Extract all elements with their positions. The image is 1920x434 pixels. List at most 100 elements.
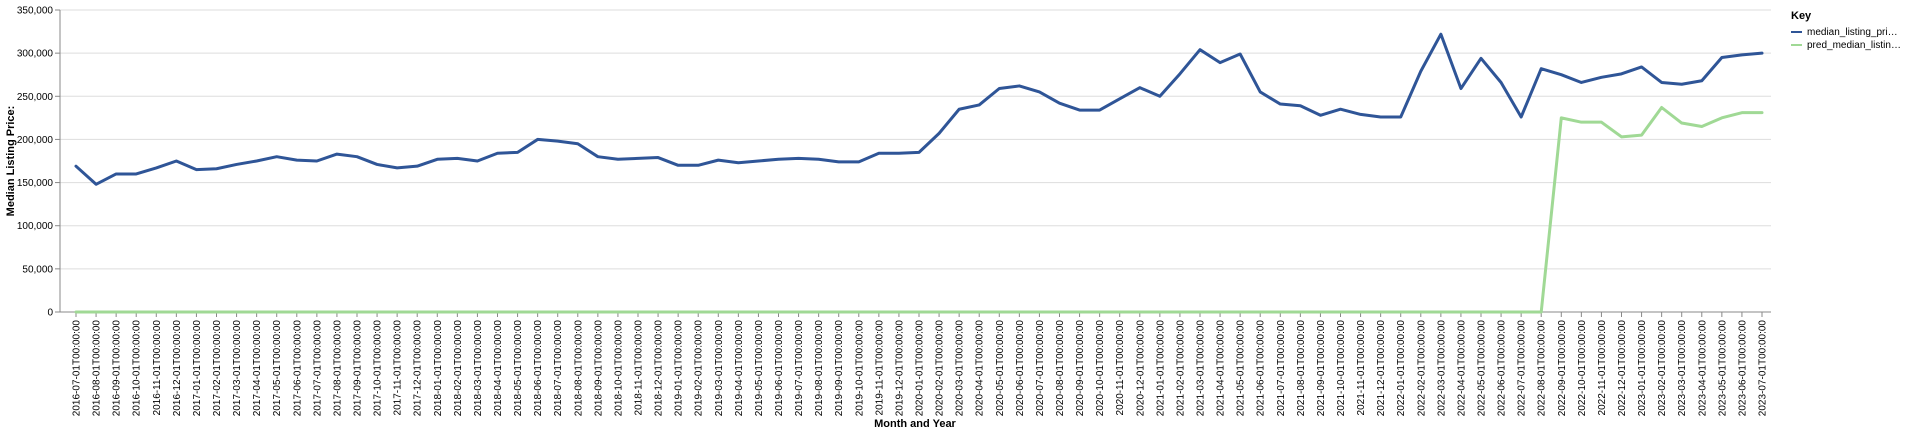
x-tick-label: 2021-01-01T00:00:00 [1155, 320, 1166, 417]
x-tick-label: 2020-10-01T00:00:00 [1095, 320, 1106, 417]
x-tick-label: 2022-08-01T00:00:00 [1537, 320, 1548, 417]
x-tick-label: 2021-03-01T00:00:00 [1196, 320, 1207, 417]
x-tick-label: 2017-08-01T00:00:00 [332, 320, 343, 417]
x-tick-label: 2017-11-01T00:00:00 [393, 320, 404, 416]
x-tick-label: 2018-08-01T00:00:00 [573, 320, 584, 417]
x-tick-label: 2016-11-01T00:00:00 [152, 320, 163, 416]
x-tick-label: 2019-02-01T00:00:00 [694, 320, 705, 417]
x-tick-label: 2022-11-01T00:00:00 [1597, 320, 1608, 416]
x-tick-label: 2020-05-01T00:00:00 [995, 320, 1006, 417]
x-tick-label: 2021-07-01T00:00:00 [1276, 320, 1287, 417]
x-tick-label: 2016-07-01T00:00:00 [72, 320, 83, 417]
x-tick-label: 2019-06-01T00:00:00 [774, 320, 785, 417]
x-tick-label: 2021-08-01T00:00:00 [1296, 320, 1307, 417]
x-tick-label: 2020-11-01T00:00:00 [1115, 320, 1126, 416]
legend: Key median_listing_pri… pred_median_list… [1791, 10, 1901, 51]
x-axis-ticks: 2016-07-01T00:00:00 2016-08-01T00:00:00 20… [72, 312, 1769, 416]
x-tick-label: 2020-01-01T00:00:00 [915, 320, 926, 417]
x-tick-label: 2020-07-01T00:00:00 [1035, 320, 1046, 417]
x-tick-label: 2023-01-01T00:00:00 [1637, 320, 1648, 417]
x-tick-label: 2021-02-01T00:00:00 [1175, 320, 1186, 417]
x-tick-label: 2021-12-01T00:00:00 [1376, 320, 1387, 417]
x-tick-label: 2017-03-01T00:00:00 [232, 320, 243, 417]
x-tick-label: 2021-05-01T00:00:00 [1236, 320, 1247, 417]
x-tick-label: 2019-12-01T00:00:00 [894, 320, 905, 417]
x-tick-label: 2017-06-01T00:00:00 [292, 320, 303, 417]
x-tick-label: 2021-09-01T00:00:00 [1316, 320, 1327, 417]
x-tick-label: 2018-10-01T00:00:00 [613, 320, 624, 417]
x-tick-label: 2017-02-01T00:00:00 [212, 320, 223, 417]
y-tick-label: 150,000 [17, 178, 54, 189]
grid-lines [60, 9, 1771, 313]
x-tick-label: 2022-05-01T00:00:00 [1477, 320, 1488, 417]
x-tick-label: 2020-12-01T00:00:00 [1135, 320, 1146, 417]
x-tick-label: 2023-07-01T00:00:00 [1758, 320, 1769, 417]
x-axis-title: Month and Year [874, 418, 956, 430]
series-line-median_listing_price [74, 32, 1764, 186]
x-tick-label: 2022-04-01T00:00:00 [1456, 320, 1467, 417]
x-tick-label: 2019-10-01T00:00:00 [854, 320, 865, 417]
x-tick-label: 2016-10-01T00:00:00 [132, 320, 143, 417]
x-tick-label: 2017-01-01T00:00:00 [192, 320, 203, 417]
x-tick-label: 2022-10-01T00:00:00 [1577, 320, 1588, 417]
x-tick-label: 2016-12-01T00:00:00 [172, 320, 183, 417]
x-tick-label: 2018-07-01T00:00:00 [553, 320, 564, 417]
y-tick-label: 300,000 [17, 49, 54, 60]
x-tick-label: 2016-09-01T00:00:00 [112, 320, 123, 417]
legend-label-pred: pred_median_listin… [1807, 40, 1901, 51]
x-tick-label: 2019-03-01T00:00:00 [714, 320, 725, 417]
x-tick-label: 2021-10-01T00:00:00 [1336, 320, 1347, 417]
x-tick-label: 2019-11-01T00:00:00 [874, 320, 885, 416]
x-tick-label: 2019-01-01T00:00:00 [674, 320, 685, 417]
legend-label-median: median_listing_pri… [1807, 27, 1898, 38]
x-tick-label: 2019-09-01T00:00:00 [834, 320, 845, 417]
x-tick-label: 2020-04-01T00:00:00 [975, 320, 986, 417]
x-tick-label: 2020-03-01T00:00:00 [955, 320, 966, 417]
x-tick-label: 2018-09-01T00:00:00 [593, 320, 604, 417]
x-tick-label: 2019-05-01T00:00:00 [754, 320, 765, 417]
x-tick-label: 2017-05-01T00:00:00 [272, 320, 283, 417]
x-tick-label: 2017-10-01T00:00:00 [373, 320, 384, 417]
x-tick-label: 2020-08-01T00:00:00 [1055, 320, 1066, 417]
x-tick-label: 2018-11-01T00:00:00 [634, 320, 645, 416]
x-tick-label: 2018-04-01T00:00:00 [493, 320, 504, 417]
x-tick-label: 2022-01-01T00:00:00 [1396, 320, 1407, 417]
y-axis-title: Median Listing Price: [5, 106, 17, 217]
x-tick-label: 2021-06-01T00:00:00 [1256, 320, 1267, 417]
x-tick-label: 2022-02-01T00:00:00 [1416, 320, 1427, 417]
x-tick-label: 2019-07-01T00:00:00 [794, 320, 805, 417]
series-lines [74, 32, 1764, 314]
x-tick-label: 2018-03-01T00:00:00 [473, 320, 484, 417]
x-tick-label: 2021-11-01T00:00:00 [1356, 320, 1367, 416]
series-line-pred_median_listing_price [74, 106, 1764, 314]
x-tick-label: 2019-08-01T00:00:00 [814, 320, 825, 417]
x-tick-label: 2017-07-01T00:00:00 [312, 320, 323, 417]
x-tick-label: 2023-04-01T00:00:00 [1697, 320, 1708, 417]
x-tick-label: 2022-07-01T00:00:00 [1517, 320, 1528, 417]
x-tick-label: 2020-09-01T00:00:00 [1075, 320, 1086, 417]
x-tick-label: 2023-02-01T00:00:00 [1657, 320, 1668, 417]
y-tick-label: 250,000 [17, 92, 54, 103]
x-tick-label: 2023-03-01T00:00:00 [1677, 320, 1688, 417]
x-tick-label: 2022-06-01T00:00:00 [1497, 320, 1508, 417]
x-tick-label: 2018-05-01T00:00:00 [513, 320, 524, 417]
x-tick-label: 2022-03-01T00:00:00 [1436, 320, 1447, 417]
y-tick-label: 200,000 [17, 135, 54, 146]
x-tick-label: 2023-05-01T00:00:00 [1717, 320, 1728, 417]
y-tick-label: 100,000 [17, 221, 54, 232]
x-tick-label: 2018-02-01T00:00:00 [453, 320, 464, 417]
x-tick-label: 2022-12-01T00:00:00 [1617, 320, 1628, 417]
x-tick-label: 2018-06-01T00:00:00 [533, 320, 544, 417]
legend-title: Key [1791, 10, 1812, 22]
x-tick-label: 2018-01-01T00:00:00 [433, 320, 444, 417]
x-tick-label: 2020-02-01T00:00:00 [935, 320, 946, 417]
x-tick-label: 2017-04-01T00:00:00 [252, 320, 263, 417]
x-tick-label: 2017-12-01T00:00:00 [413, 320, 424, 417]
x-tick-label: 2023-06-01T00:00:00 [1737, 320, 1748, 417]
y-tick-label: 350,000 [17, 6, 54, 17]
y-tick-label: 50,000 [22, 264, 53, 275]
x-tick-label: 2020-06-01T00:00:00 [1015, 320, 1026, 417]
x-tick-label: 2019-04-01T00:00:00 [734, 320, 745, 417]
x-tick-label: 2017-09-01T00:00:00 [353, 320, 364, 417]
